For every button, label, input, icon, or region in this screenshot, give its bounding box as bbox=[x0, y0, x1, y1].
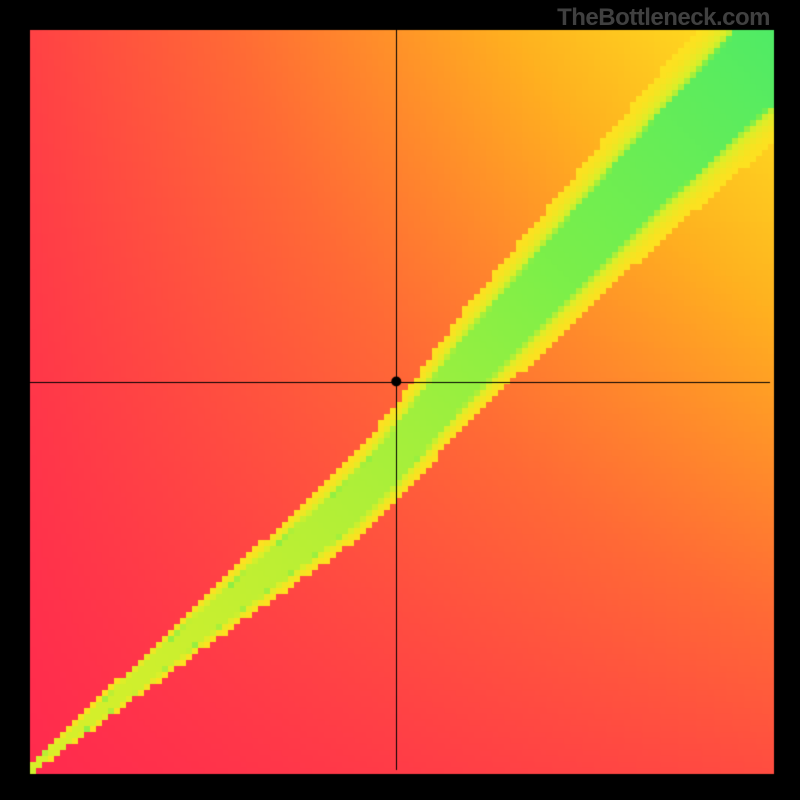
watermark-text: TheBottleneck.com bbox=[557, 4, 770, 32]
chart-container: TheBottleneck.com bbox=[0, 0, 800, 800]
gradient-heatmap-canvas bbox=[0, 0, 800, 800]
